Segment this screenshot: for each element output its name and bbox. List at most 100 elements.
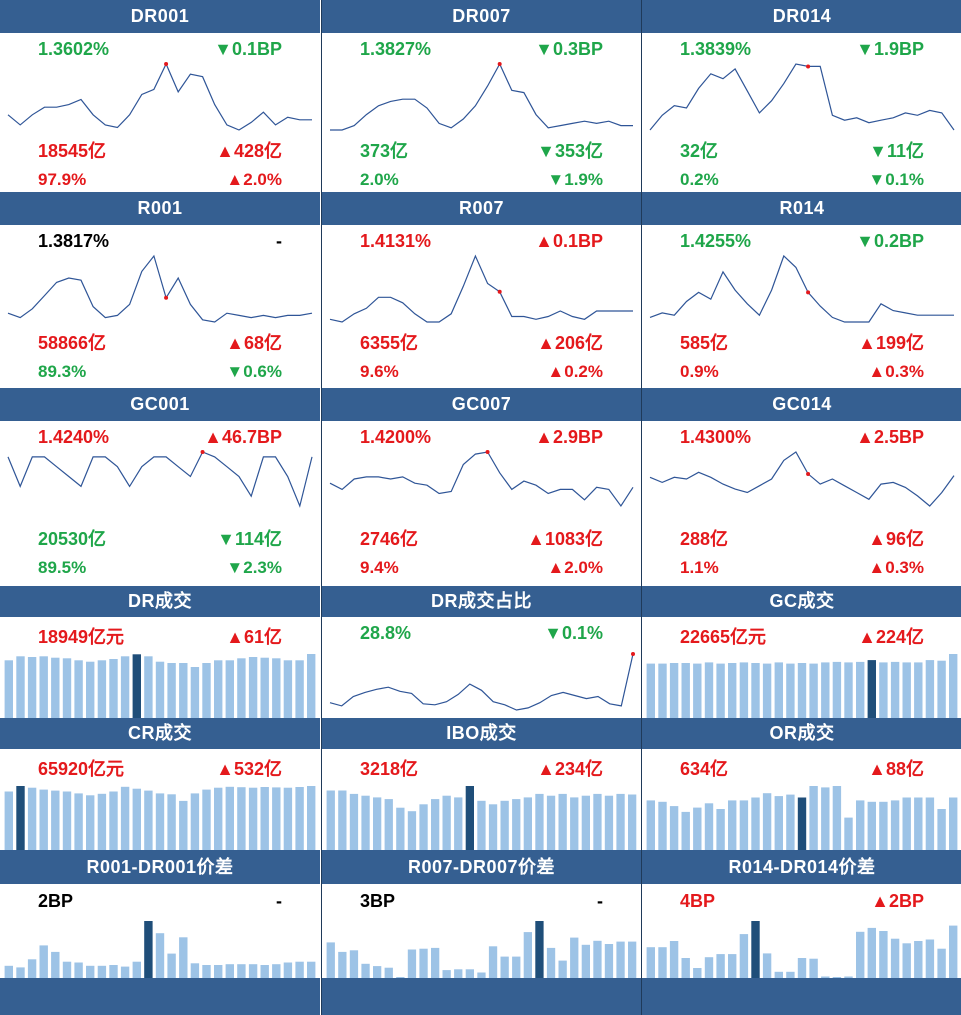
panel-r5c1-bar bbox=[272, 787, 281, 850]
panel-r6c1-bar bbox=[202, 965, 211, 978]
column-3: DR014 1.3839% ▼1.9BP 32亿 ▼11亿 0.2% ▼0.1% R014 1.… bbox=[641, 0, 961, 1015]
change: ▲224亿 bbox=[858, 627, 924, 647]
bar-chart bbox=[4, 921, 316, 978]
share-change: ▼2.3% bbox=[226, 558, 282, 577]
panel-body: 1.4300% ▲2.5BP 288亿 ▲96亿 1.1% ▲0.3% bbox=[642, 422, 961, 586]
panel-r5c3-bar bbox=[809, 786, 818, 850]
panel-r4c1-bar bbox=[27, 657, 37, 718]
rate-change: ▼1.9BP bbox=[856, 39, 924, 59]
panel-r6c2-bar bbox=[593, 940, 602, 978]
panel-r4c3-bar bbox=[902, 662, 911, 718]
panel-r6c3: R014-DR014价差 4BP ▲2BP bbox=[642, 850, 961, 978]
share-change: ▲0.3% bbox=[868, 558, 924, 577]
panel-r4c1-bar bbox=[225, 660, 234, 718]
panel-r5c1-bar bbox=[307, 786, 316, 850]
panel-r4c1-bar bbox=[120, 656, 130, 718]
panel-r6c3-bar bbox=[949, 925, 958, 978]
panel-body: 1.4131% ▲0.1BP 6355亿 ▲206亿 9.6% ▲0.2% bbox=[322, 226, 641, 388]
panel-r6c2-bar bbox=[465, 969, 474, 978]
panel-r3c3-trend-line bbox=[649, 451, 955, 507]
panel-r5c2-bar bbox=[558, 793, 567, 850]
panel-r5c2-bar bbox=[419, 804, 428, 850]
volume-value: 2746亿 bbox=[360, 529, 419, 549]
panel-title: IBO成交 bbox=[322, 718, 641, 749]
panel-r5c2-bar bbox=[523, 797, 532, 850]
share-value: 9.6% bbox=[360, 362, 399, 381]
panel-r6c3-bar bbox=[681, 958, 690, 978]
panel-r5c2-bar bbox=[396, 807, 405, 850]
panel-r4c1-bar bbox=[51, 657, 60, 718]
panel-r5c1-bar bbox=[155, 793, 165, 850]
panel-r5c1-bar bbox=[4, 791, 13, 850]
rate-value: 1.4240% bbox=[38, 427, 110, 447]
panel-r5c3-bar bbox=[669, 806, 679, 850]
panel-r6c1-bar bbox=[214, 965, 223, 978]
panel-r4c1-bar bbox=[74, 660, 83, 718]
panel-r5c1-bar bbox=[97, 793, 107, 850]
share-change: ▼1.9% bbox=[547, 170, 603, 189]
panel-r4c3-bar bbox=[681, 663, 690, 718]
panel-r4c3-bar bbox=[925, 660, 935, 718]
panel-r1c3-peak-marker bbox=[806, 64, 811, 69]
volume-value: 373亿 bbox=[360, 141, 409, 161]
panel-r3c2: GC007 1.4200% ▲2.9BP 2746亿 ▲1083亿 9.4% ▲2.0% bbox=[322, 388, 641, 586]
panel-r4c3-bar bbox=[797, 663, 807, 718]
volume-change: ▲199亿 bbox=[858, 333, 924, 353]
share-change: ▲2.0% bbox=[226, 170, 282, 189]
panel-title: GC007 bbox=[322, 388, 641, 421]
panel-r5c3-bar bbox=[856, 800, 865, 850]
panel-r6c1-bar bbox=[16, 967, 25, 978]
volume-change: ▲428亿 bbox=[216, 141, 282, 161]
change: ▲234亿 bbox=[537, 759, 603, 779]
panel-r6c3-bar bbox=[809, 958, 818, 978]
panel-r5c1-bar bbox=[202, 789, 211, 850]
bar-chart bbox=[4, 654, 316, 718]
panel-r6c3-bar bbox=[716, 954, 725, 978]
panel-title: R014-DR014价差 bbox=[642, 850, 961, 884]
rate-value: 1.3827% bbox=[360, 39, 432, 59]
panel-r5c2-bar bbox=[349, 793, 359, 850]
panel-r5c3-bar bbox=[832, 786, 842, 850]
panel-r6c2-bar bbox=[604, 944, 614, 978]
panel-r5c1-bar bbox=[144, 790, 153, 850]
panel-r4c1-bar bbox=[132, 654, 141, 718]
panel-r6c2: R007-DR007价差 3BP - bbox=[322, 850, 641, 979]
panel-r6c2-bar bbox=[361, 963, 370, 979]
panel-body: 1.3839% ▼1.9BP 32亿 ▼11亿 0.2% ▼0.1% bbox=[642, 34, 961, 192]
panel-r5c3-bar bbox=[867, 801, 876, 850]
value: 18949亿元 bbox=[38, 627, 125, 647]
panel-r5c2-bar bbox=[628, 794, 637, 850]
panel-body: 1.4255% ▼0.2BP 585亿 ▲199亿 0.9% ▲0.3% bbox=[642, 226, 961, 388]
panel-r5c2-bar bbox=[616, 793, 625, 850]
volume-value: 18545亿 bbox=[38, 141, 107, 161]
panel-r5c1-bar bbox=[190, 793, 200, 850]
share-change: ▲0.3% bbox=[868, 362, 924, 381]
panel-r4c3-bar bbox=[844, 662, 853, 718]
panel-title: GC成交 bbox=[642, 586, 961, 617]
share-value: 2.0% bbox=[360, 170, 399, 189]
sparkline-chart bbox=[330, 62, 633, 131]
column-1: DR001 1.3602% ▼0.1BP 18545亿 ▲428亿 97.9% ▲2.0% R… bbox=[0, 0, 320, 1015]
rate-value: 1.3602% bbox=[38, 39, 110, 59]
panel-r4c3-bar bbox=[669, 663, 679, 718]
panel-r6c1-bar bbox=[283, 962, 293, 978]
panel-r2c2: R007 1.4131% ▲0.1BP 6355亿 ▲206亿 9.6% ▲0.2% bbox=[322, 192, 641, 388]
panel-r5c3-bar bbox=[821, 787, 830, 850]
panel-r5c1-bar bbox=[237, 787, 246, 850]
panel-r4c3-bar bbox=[774, 662, 783, 718]
panel-r5c3-bar bbox=[739, 800, 749, 850]
panel-r1c1-peak-marker bbox=[164, 62, 169, 66]
panel-r3c3-peak-marker bbox=[806, 471, 811, 476]
panel-r5c3-bar bbox=[902, 797, 911, 850]
panel-r4c1-bar bbox=[109, 659, 118, 718]
panel-r5c1-bar bbox=[74, 793, 83, 850]
value: 3218亿 bbox=[360, 759, 419, 779]
panel-r4c1-bar bbox=[260, 657, 269, 718]
panel-r4c1-bar bbox=[16, 656, 25, 718]
panel-r6c2-bar bbox=[535, 921, 544, 978]
panel-r5c1-bar bbox=[260, 787, 269, 850]
share-value: 97.9% bbox=[38, 170, 87, 189]
panel-title: R014 bbox=[642, 192, 961, 225]
panel-r4c1-bar bbox=[272, 658, 281, 718]
